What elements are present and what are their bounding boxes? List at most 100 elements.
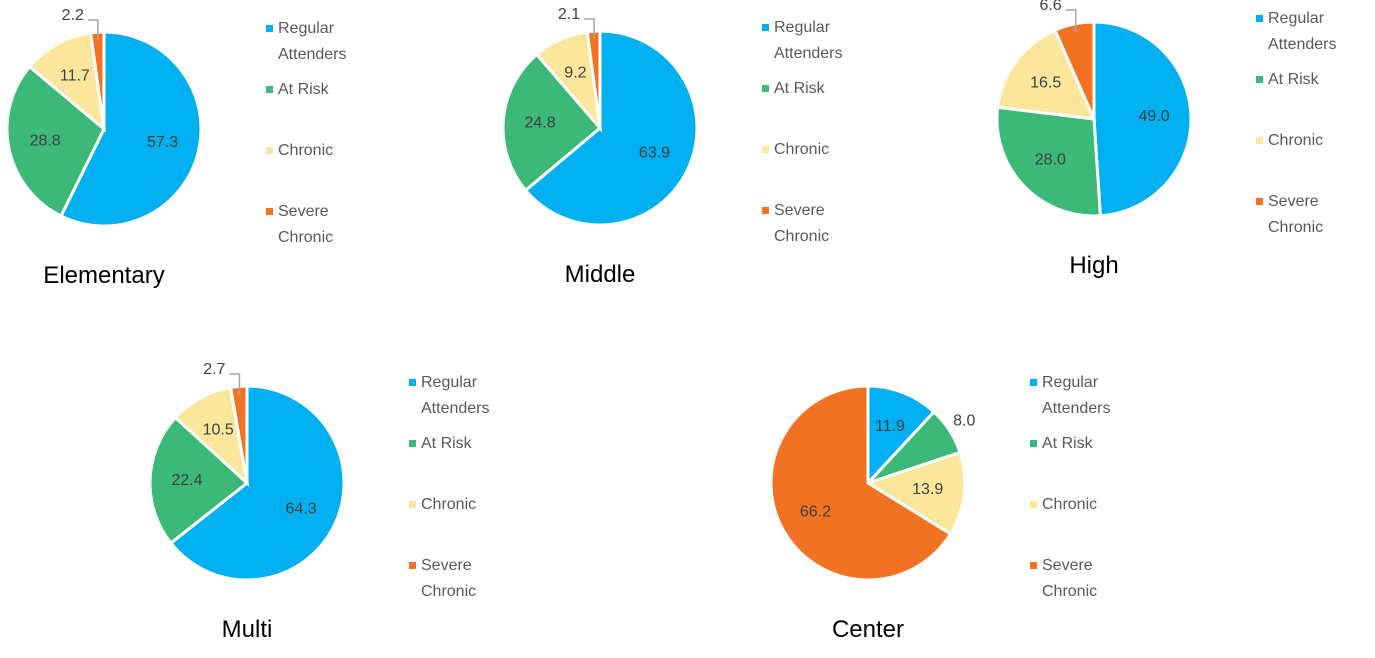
chart-title: Center [831,616,905,643]
leader-line [584,18,595,40]
legend-label: Severe Chronic [1042,557,1098,600]
legend-entry: Regular Attenders [1030,370,1142,422]
legend-label: Severe Chronic [1268,193,1324,236]
legend-label: Chronic [1042,496,1098,513]
legend-entry: Severe Chronic [266,199,378,251]
legend-entry: At Risk [762,76,874,102]
legend-label: Regular Attenders [421,374,490,417]
legend-swatch [762,146,769,153]
legend-entry: At Risk [1030,431,1142,457]
legend-swatch [1256,15,1263,22]
data-label: 28.8 [30,133,61,150]
pie-slice [864,450,967,537]
legend-swatch [409,440,416,447]
legend-swatch [266,147,273,154]
legend-label: Severe Chronic [774,202,830,245]
legend-swatch [762,24,769,31]
legend-swatch [266,25,273,32]
legend-entry: Severe Chronic [1030,553,1142,605]
legend-entry: Chronic [762,137,874,163]
data-label: 11.9 [875,418,905,435]
legend-swatch [1256,76,1263,83]
legend-swatch [409,501,416,508]
data-label: 11.7 [60,68,90,85]
legend-entry: Severe Chronic [409,553,521,605]
pie-slice [1092,20,1193,218]
legend-swatch [409,379,416,386]
pie-slice [148,415,250,546]
legend-label: Chronic [1268,132,1324,149]
data-label: 9.2 [564,64,586,81]
legend-entry: Chronic [266,138,378,164]
legend-label: Chronic [774,141,830,158]
pie-slice [995,105,1102,218]
leader-line [87,19,99,41]
legend-swatch [409,562,416,569]
legend-label: Chronic [421,496,477,513]
data-label: 57.3 [147,134,178,151]
legend-entry: Regular Attenders [1256,6,1368,58]
legend-entry: Chronic [1256,128,1368,154]
chart-title: High [1069,252,1119,279]
legend-entry: Chronic [409,492,521,518]
legend-entry: Regular Attenders [266,16,378,68]
legend-entry: Severe Chronic [1256,189,1368,241]
data-label: 2.2 [62,7,84,24]
legend-entry: At Risk [266,77,378,103]
data-label: 6.6 [1039,0,1061,14]
legend-swatch [266,208,273,215]
legend-label: Chronic [278,142,334,159]
legend-swatch [762,85,769,92]
legend-entry: Severe Chronic [762,198,874,250]
legend-entry: At Risk [1256,67,1368,93]
chart-title: Middle [564,261,636,288]
legend-label: Severe Chronic [421,557,477,600]
data-label: 2.7 [203,361,225,378]
legend-label: Regular Attenders [1268,10,1337,53]
legend-swatch [1030,501,1037,508]
data-label: 49.0 [1139,108,1170,125]
pie-slice [501,52,603,193]
data-label: 22.4 [171,472,202,489]
legend-label: Regular Attenders [774,19,843,62]
data-label: 66.2 [800,504,831,521]
legend-entry: Regular Attenders [762,15,874,67]
data-label: 13.9 [912,481,943,498]
legend-label: Severe Chronic [278,203,334,246]
pie-slice [996,28,1097,121]
data-label: 10.5 [203,421,234,438]
legend-entry: Regular Attenders [409,370,521,422]
legend-swatch [1256,198,1263,205]
legend-label: At Risk [774,80,825,97]
legend-label: Regular Attenders [278,20,347,63]
data-label: 2.1 [558,6,580,23]
pie-slice [168,384,346,582]
chart-title: Multi [221,616,273,643]
legend-label: At Risk [278,81,329,98]
data-label: 8.0 [953,412,975,429]
data-label: 24.8 [524,114,555,131]
pie-slice [1052,20,1096,120]
pie-slice [769,384,953,582]
legend-entry: At Risk [409,431,521,457]
data-label: 63.9 [639,145,670,162]
leader-line [229,373,241,395]
leader-line [1065,9,1077,32]
legend-swatch [1030,562,1037,569]
legend-entry: Chronic [1030,492,1142,518]
data-label: 16.5 [1030,74,1061,91]
data-label: 28.0 [1035,152,1066,169]
pie-slice [5,64,106,218]
legend-swatch [762,207,769,214]
pie-slice [59,30,203,228]
legend-swatch [1256,137,1263,144]
chart-title: Elementary [43,262,165,289]
legend-swatch [1030,379,1037,386]
pie-slice [523,29,699,227]
legend-swatch [1030,440,1037,447]
legend-label: At Risk [421,435,472,452]
data-label: 64.3 [286,500,317,517]
legend-swatch [266,86,273,93]
